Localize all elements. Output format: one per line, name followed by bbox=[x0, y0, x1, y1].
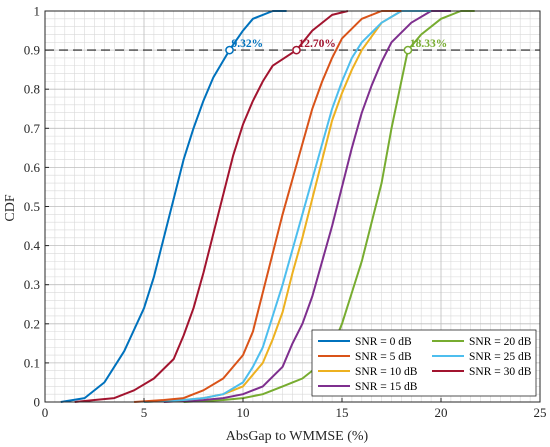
x-tick-label: 25 bbox=[534, 405, 547, 420]
series-line-25db bbox=[143, 10, 432, 403]
annotation-label: 18.33% bbox=[410, 38, 447, 50]
y-tick-label: 0.6 bbox=[24, 160, 41, 175]
y-tick-label: 0.3 bbox=[24, 277, 40, 292]
y-tick-label: 0.4 bbox=[24, 238, 41, 253]
series-line-5db bbox=[134, 10, 402, 403]
y-tick-label: 0.5 bbox=[24, 199, 40, 214]
y-tick-label: 0 bbox=[34, 395, 41, 410]
y-tick-label: 0.9 bbox=[24, 43, 40, 58]
legend-label: SNR = 30 dB bbox=[469, 366, 532, 378]
series-line-0db bbox=[60, 10, 287, 403]
x-tick-label: 0 bbox=[42, 405, 49, 420]
x-tick-label: 5 bbox=[141, 405, 148, 420]
series-line-20db bbox=[183, 10, 475, 403]
x-tick-label: 20 bbox=[435, 405, 448, 420]
legend: SNR = 0 dB SNR = 20 dB SNR = 5 dB SNR = 25 … bbox=[311, 329, 537, 397]
annotation-markers: 9.32% 12.70% 18.33% bbox=[225, 38, 447, 55]
y-tick-label: 0.2 bbox=[24, 316, 40, 331]
annotation-marker bbox=[225, 45, 234, 55]
annotation-marker bbox=[292, 45, 301, 55]
annotation-marker bbox=[403, 45, 413, 55]
y-tick-label: 0.7 bbox=[24, 121, 41, 136]
x-axis-label: AbsGap to WMMSE (%) bbox=[226, 429, 369, 444]
legend-label: SNR = 15 dB bbox=[355, 381, 418, 393]
series-group bbox=[60, 10, 475, 403]
x-tick-label: 15 bbox=[336, 405, 349, 420]
annotation-label: 9.32% bbox=[232, 38, 264, 50]
axis-ticks: 0 5 10 15 20 25 0 0.1 0.2 0.3 0.4 0.5 0.6 0.7 0.8 0.9 1 bbox=[24, 4, 547, 421]
legend-label: SNR = 5 dB bbox=[355, 351, 412, 363]
y-axis-label: CDF bbox=[3, 194, 18, 221]
legend-label: SNR = 0 dB bbox=[355, 336, 412, 348]
series-line-15db bbox=[163, 10, 451, 403]
x-tick-label: 10 bbox=[237, 405, 250, 420]
legend-label: SNR = 20 dB bbox=[469, 336, 532, 348]
series-line-30db bbox=[74, 10, 349, 403]
y-tick-label: 1 bbox=[34, 4, 41, 19]
y-tick-label: 0.8 bbox=[24, 82, 40, 97]
annotation-label: 12.70% bbox=[298, 38, 335, 50]
legend-label: SNR = 10 dB bbox=[355, 366, 418, 378]
legend-label: SNR = 25 dB bbox=[469, 351, 532, 363]
y-tick-label: 0.1 bbox=[24, 355, 40, 370]
